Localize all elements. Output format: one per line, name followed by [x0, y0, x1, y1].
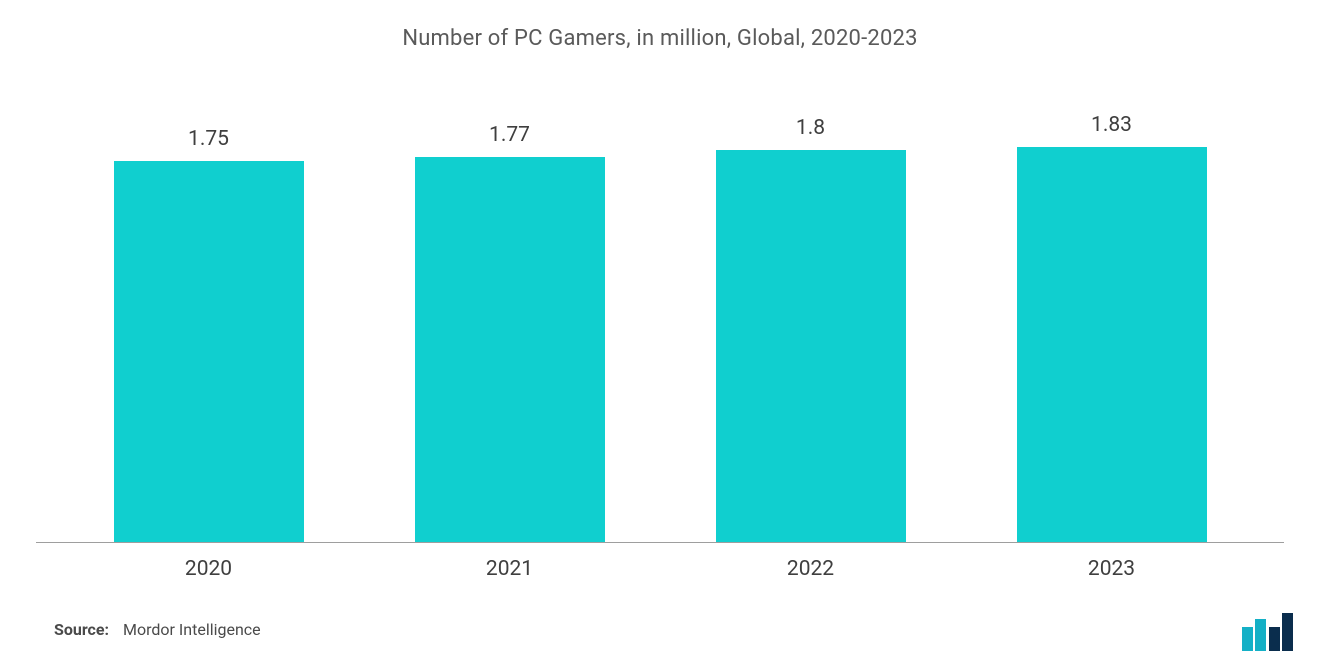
category-label: 2021	[359, 557, 660, 581]
source-attribution: Source: Mordor Intelligence	[54, 620, 261, 639]
plot-area: 1.75 1.77 1.8 1.83	[36, 113, 1284, 543]
category-labels-row: 2020 2021 2022 2023	[36, 543, 1284, 581]
category-label: 2022	[660, 557, 961, 581]
bar-rect	[716, 150, 906, 543]
bar-value-label: 1.8	[796, 116, 825, 140]
x-axis-baseline	[36, 542, 1284, 543]
chart-title: Number of PC Gamers, in million, Global,…	[36, 26, 1284, 51]
bar-slot: 1.77	[359, 113, 660, 543]
bar-slot: 1.8	[660, 113, 961, 543]
category-label: 2020	[58, 557, 359, 581]
bar-slot: 1.75	[58, 113, 359, 543]
bar-rect	[415, 157, 605, 543]
source-text: Mordor Intelligence	[123, 620, 261, 639]
bar-value-label: 1.75	[188, 127, 229, 151]
mordor-logo-icon	[1242, 613, 1294, 651]
category-label: 2023	[961, 557, 1262, 581]
bar-slot: 1.83	[961, 113, 1262, 543]
bar-value-label: 1.83	[1091, 113, 1132, 137]
bar-rect	[1017, 147, 1207, 543]
bars-row: 1.75 1.77 1.8 1.83	[36, 113, 1284, 543]
chart-container: Number of PC Gamers, in million, Global,…	[0, 0, 1320, 665]
source-label: Source:	[54, 620, 109, 639]
bar-value-label: 1.77	[489, 123, 530, 147]
bar-rect	[114, 161, 304, 543]
